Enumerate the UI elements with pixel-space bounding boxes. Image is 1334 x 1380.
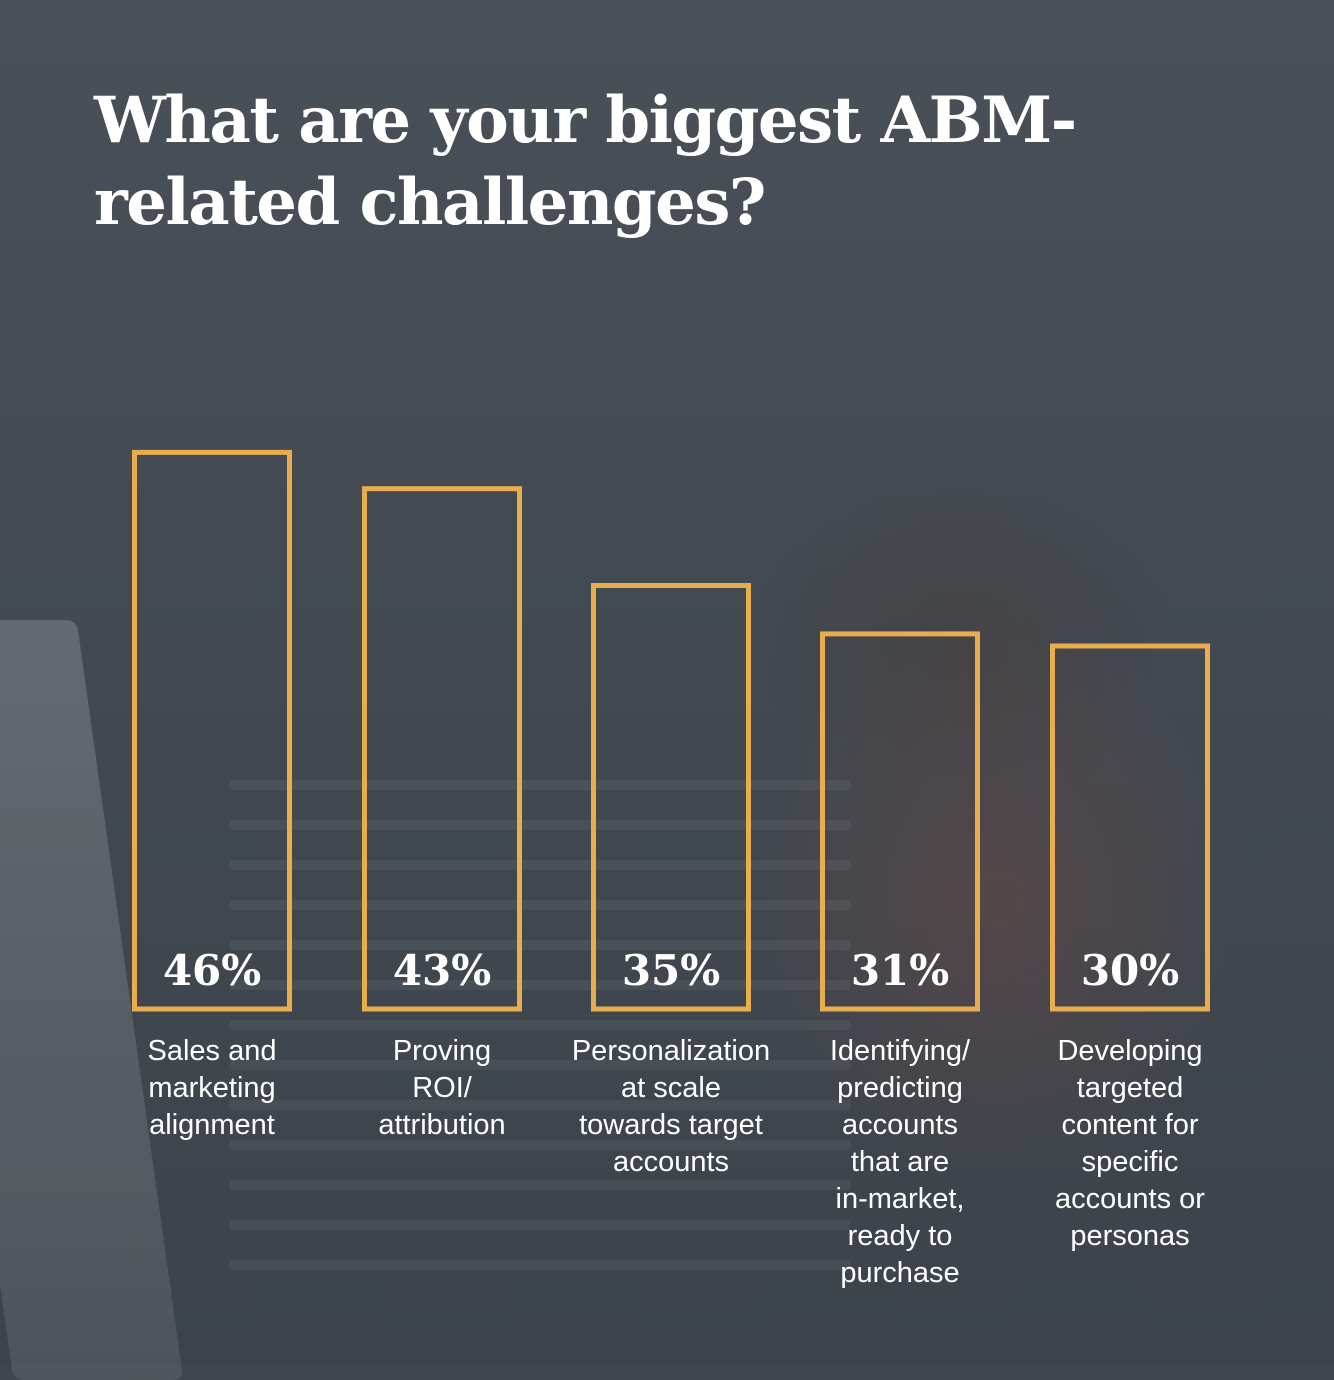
category-label-2: Proving ROI/attribution: [378, 1035, 506, 1141]
value-label-3: 35%: [622, 946, 720, 995]
bar-1: [132, 449, 292, 1012]
value-label-4: 31%: [851, 946, 949, 995]
value-label-1: 46%: [163, 946, 261, 995]
value-label-2: 43%: [393, 946, 491, 995]
bar-4: [820, 631, 980, 1012]
category-label-3: Personalization at scale towards target acc…: [571, 1035, 771, 1178]
bar-3: [591, 583, 751, 1012]
bar-5: [1050, 643, 1210, 1012]
category-label-1: Sales and marketing alignment: [147, 1035, 277, 1141]
chart-title: What are your biggest ABM-related challe…: [94, 83, 1077, 240]
bar-2: [362, 486, 522, 1012]
value-label-5: 30%: [1081, 946, 1179, 995]
category-label-4: Identifying/predicting accounts that are in…: [829, 1035, 971, 1289]
category-label-5: Developing targeted content for specific acc…: [1055, 1035, 1205, 1252]
